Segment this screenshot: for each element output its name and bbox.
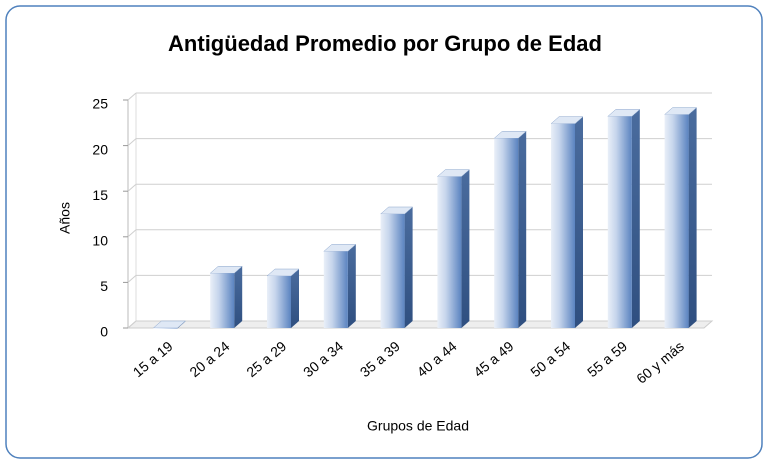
y-tick-label: 20 [92,141,108,157]
grid-line-side [127,92,137,101]
bar [380,214,405,328]
bar-side [461,169,470,328]
y-tick-label: 25 [92,96,108,112]
grid-line-side [127,183,137,192]
x-axis-title: Grupos de Edad [367,418,469,434]
y-tick-label: 10 [92,233,108,249]
bar-side [291,269,299,328]
bar [153,328,178,329]
bar-side [347,244,356,328]
bar-side [688,107,697,328]
bar-side [404,207,413,328]
bar-side [234,266,243,328]
y-tick-label: 15 [92,187,108,203]
bar-side [631,109,640,328]
grid-line-side [127,138,137,146]
bar [210,273,235,328]
grid-line-side [127,229,137,238]
y-tick-label: 5 [100,278,108,294]
bar [323,251,348,328]
grid-line-side [127,275,137,283]
bar [607,116,632,328]
y-tick-label: 0 [100,324,108,340]
bar [494,138,519,328]
y-axis-title: Años [57,202,73,234]
bar-side [575,116,583,328]
bar [267,276,291,328]
bar-side [518,131,527,328]
grid-line-side [127,320,137,329]
chart-title: Antigüedad Promedio por Grupo de Edad [168,31,602,56]
bar [664,114,689,328]
bar [551,123,575,328]
bar [437,176,462,328]
